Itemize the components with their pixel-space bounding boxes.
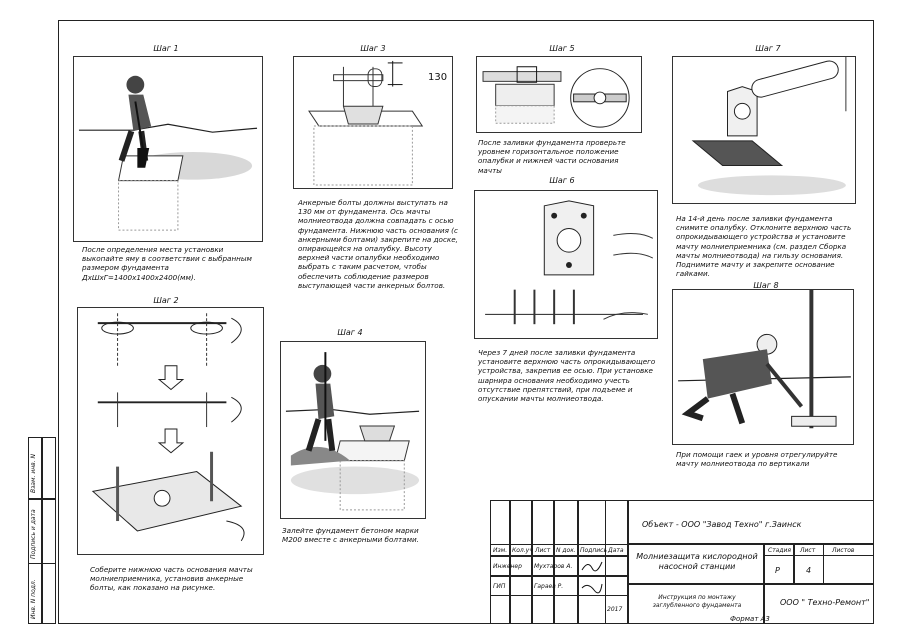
step6-caption: Через 7 дней после заливки фундамента ус… [478,348,656,404]
object-title: Объект - ООО "Завод Техно" г.Заинск [642,520,802,529]
sidebar-inv-orig: Инв. N подл. [30,579,37,619]
company-name: ООО " Техно-Ремонт" [780,598,870,607]
role-engineer: Инженер [493,563,522,570]
step4-title: Шаг 4 [337,328,363,337]
step3-dimension: 130 [428,72,448,83]
listov-label: Листов [832,547,855,554]
role-gip: ГИП [493,583,506,590]
step1-title: Шаг 1 [153,44,179,53]
step7-title: Шаг 7 [755,44,781,53]
step2-illustration [77,307,264,555]
step8-title: Шаг 8 [753,281,779,290]
format-label: Формат А3 [730,615,770,623]
step3-title: Шаг 3 [360,44,386,53]
stadiya-label: Стадия [768,547,792,554]
document-title: Инструкция по монтажу заглубленного фунд… [652,594,742,609]
step8-caption: При помощи гаек и уровня отрегулируйте м… [676,450,838,469]
title-block: Изм. Кол.уч Лист N док. Подпись Дата Инж… [490,500,874,624]
step3-illustration [293,56,453,189]
header-podp: Подпись [580,547,607,554]
sidebar-sign-date: Подпись и дата [30,509,37,559]
step7-illustration [672,56,856,204]
step5-title: Шаг 5 [549,44,575,53]
header-data: Дата [608,547,624,554]
step2-caption: Соберите нижнюю часть основания мачты мо… [90,565,253,593]
step6-illustration [474,190,658,339]
list-label: Лист [800,547,816,554]
step1-illustration [73,56,263,242]
step4-illustration [280,341,426,519]
step4-caption: Залейте фундамент бетоном марки М200 вме… [282,526,419,545]
name-engineer: Мухтаров А. [534,563,573,570]
year: 2017 [607,606,623,613]
step3-caption: Анкерные болты должны выступать на 130 м… [298,198,458,290]
step8-illustration [672,289,854,445]
header-list: Лист [535,547,551,554]
step7-caption: На 14-й день после заливки фундамента сн… [676,214,852,279]
list-value: 4 [806,566,812,575]
step5-caption: После заливки фундамента проверьте уровн… [478,138,626,175]
drawing-frame [58,20,874,624]
header-ndok: N док. [556,547,576,554]
step1-caption: После определения места установки выкопа… [82,245,252,282]
step5-illustration [476,56,642,133]
project-title: Молниезащита кислородной насосной станци… [636,552,758,571]
header-izm: Изм. [493,547,508,554]
name-gip: Гараев Р. [534,583,564,590]
sidebar-stamp: Взам. инв. N Подпись и дата Инв. N подл. [28,437,56,624]
step2-title: Шаг 2 [153,296,179,305]
header-kol: Кол.уч [512,547,533,554]
signature-engineer [581,561,603,572]
step6-title: Шаг 6 [549,176,575,185]
stadiya-value: Р [775,566,780,575]
sidebar-inv-sub: Взам. инв. N [30,454,37,493]
signature-gip [581,583,603,594]
